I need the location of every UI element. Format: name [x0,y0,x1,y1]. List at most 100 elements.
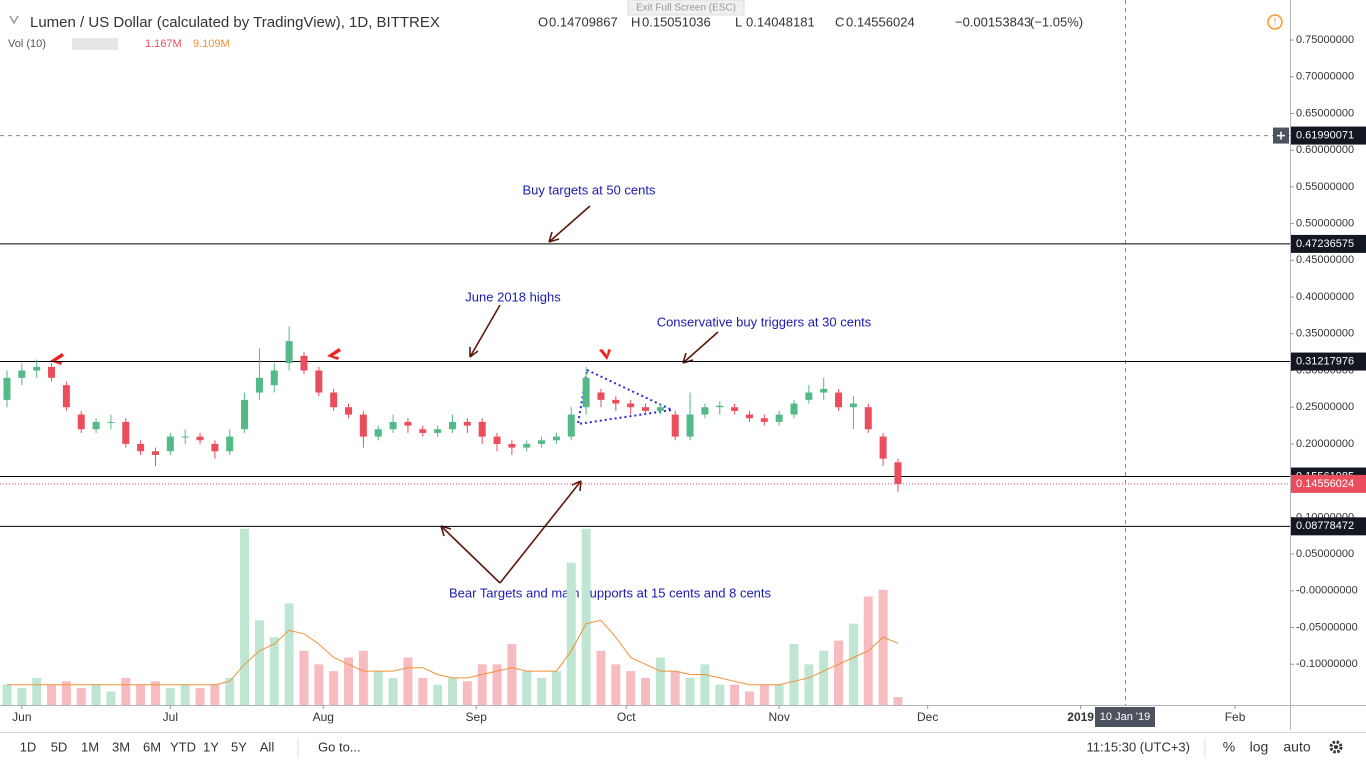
volume-bar [670,671,680,705]
range-button[interactable]: 5D [51,739,68,754]
range-button[interactable]: All [260,739,275,754]
annotation: Bear Targets and main supports at 15 cen… [449,585,772,600]
candles [3,326,902,492]
volume-bar [418,677,428,705]
candle-body [642,407,650,411]
range-button[interactable]: 1M [81,739,99,754]
x-tick-label: Aug [313,710,334,724]
volume-pane [2,528,903,705]
level-label-box [1291,352,1366,371]
annotation: Buy targets at 50 cents [523,182,656,197]
triangle-pattern [576,368,676,426]
level-label: 0.47236575 [1296,238,1354,250]
goto-button[interactable]: Go to... [318,739,361,754]
scale-option[interactable]: % [1223,739,1235,755]
candle-body [181,436,189,438]
candle-body [122,421,130,444]
range-button[interactable]: YTD [170,739,196,754]
x-tick-label: Nov [768,710,789,724]
clock: 11:15:30 (UTC+3) [1087,739,1190,754]
annotation: Conservative buy triggers at 30 cents [657,314,872,329]
range-button[interactable]: 3M [112,739,130,754]
volume-bar [403,657,413,705]
candle-body [731,407,739,411]
volume-bar [314,664,324,705]
range-button[interactable]: 1Y [203,739,219,754]
symbol-title: Lumen / US Dollar (calculated by Trading… [30,14,440,31]
volume-bar [121,677,131,705]
volume-bar [759,684,769,705]
volume-bar [477,664,487,705]
candle-body [894,462,902,484]
volume-bar [492,664,502,705]
arrow [548,205,591,243]
y-tick-label: 0.65000000 [1296,107,1354,119]
candle-body [552,436,560,441]
alert-icon[interactable] [1267,14,1283,30]
volume-bar [626,671,636,705]
candle-body [760,418,768,422]
volume-bar [611,664,621,705]
candle-body [686,414,694,437]
candle-body [671,414,679,437]
x-tick-label: Jun [12,710,31,724]
scale-option[interactable]: auto [1283,739,1310,755]
volume-bar [700,664,710,705]
fullscreen-text[interactable]: Exit Full Screen (ESC) [636,3,736,14]
candle-body [523,443,531,448]
range-button[interactable]: 6M [143,739,161,754]
x-tick-label: Dec [917,710,938,724]
volume-bar [655,657,665,705]
volume-bar [47,684,57,705]
y-tick-label: 0.25000000 [1296,401,1354,413]
level-label-box [1291,234,1366,253]
volume-bar [76,688,86,705]
volume-bar [358,650,368,705]
candle-body [864,407,872,430]
volume-bar [641,677,651,705]
candle-body [330,392,338,408]
volume-bar [804,664,814,705]
volume-bar [774,684,784,705]
y-tick-label: -0.00000000 [1296,585,1358,597]
volume-bar [373,671,383,705]
y-tick-label: 0.75000000 [1296,34,1354,46]
range-button[interactable]: 5Y [231,739,247,754]
scale-option[interactable]: log [1250,739,1269,755]
volume-bar [32,677,42,705]
settings-icon[interactable] [1329,740,1343,754]
volume-bar [893,697,903,705]
candle-body [775,414,783,422]
volume-bar [136,684,146,705]
marker-arrow [599,349,611,360]
volume-ma-value: 9.109M [193,38,230,50]
candle-body [597,392,605,400]
candle-body [77,414,85,430]
gear-ring [1329,740,1343,754]
volume-bar [537,677,547,705]
candle-body [582,377,590,408]
candle-body [374,429,382,437]
add-icon [1277,131,1285,140]
annotations: Buy targets at 50 cents June 2018 highs … [449,182,872,600]
fullscreen-badge[interactable] [627,0,745,16]
candle-body [151,451,159,455]
volume-bar [433,684,443,705]
indicator-controls[interactable] [72,38,118,50]
range-button[interactable]: 1D [20,739,37,754]
candle-body [567,414,575,437]
candle-body [300,355,308,371]
level-label: 0.61990071 [1296,129,1354,141]
volume-bar [834,640,844,705]
y-tick-label: 0.70000000 [1296,71,1354,83]
volume-bar [462,681,472,705]
crosshair-label: 10 Jan '19 [1100,711,1150,723]
level-label: 0.08778472 [1296,520,1354,532]
collapse-icon[interactable] [9,15,19,25]
candle-body [285,341,293,364]
volume-bar [106,691,116,705]
volume-bar [730,684,740,705]
candle-body [359,414,367,437]
